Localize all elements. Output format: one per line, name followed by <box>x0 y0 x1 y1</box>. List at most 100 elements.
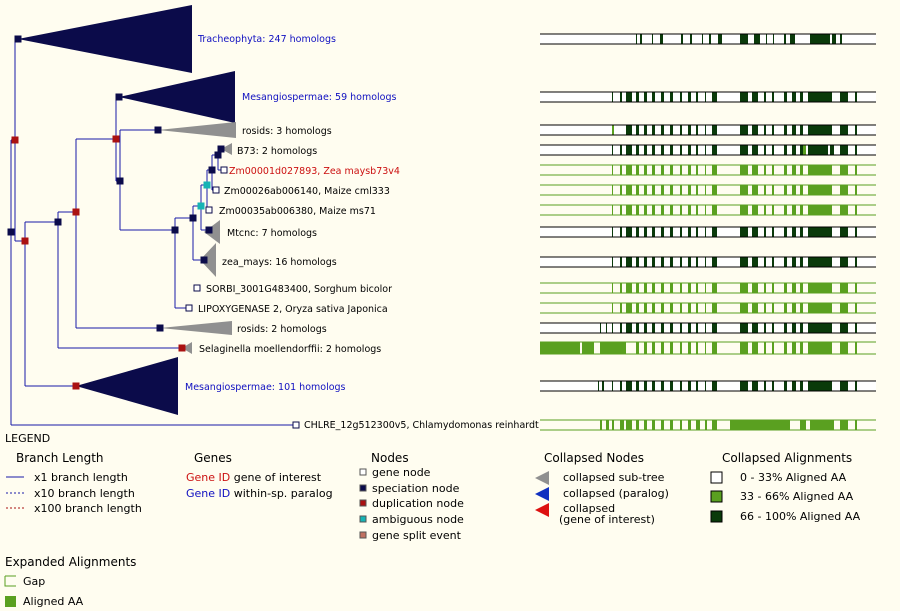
alignment-aligned <box>626 420 632 430</box>
leaf-label: Mesangiospermae: 59 homologs <box>242 92 397 103</box>
alignment-bg <box>540 92 876 102</box>
alignment-aligned <box>772 283 774 293</box>
alignment-block <box>752 381 758 391</box>
leaf-label: SORBI_3001G483400, Sorghum bicolor <box>206 284 392 295</box>
alignment-row <box>540 164 876 176</box>
alignment-aligned <box>636 165 639 175</box>
alignment-block <box>808 92 832 102</box>
alignment-block <box>772 125 774 135</box>
alignment-aligned <box>612 420 614 430</box>
alignment-aligned <box>800 185 803 195</box>
alignment-aligned <box>652 185 655 195</box>
expanded-aligned-swatch <box>5 596 16 607</box>
alignment-block <box>612 227 613 237</box>
alignment-block <box>840 227 848 237</box>
alignment-block <box>640 34 642 44</box>
alignment-block <box>752 125 758 135</box>
alignment-aligned <box>705 185 706 195</box>
alignment-block <box>636 323 639 333</box>
alignment-row <box>540 322 876 334</box>
alignment-block <box>644 323 647 333</box>
alignment-aligned <box>840 342 848 354</box>
alignment-aligned <box>730 420 790 430</box>
tree-nodes <box>7 35 300 429</box>
collapsed-node-legend-icon <box>535 487 549 501</box>
alignment-block <box>800 145 803 155</box>
alignment-row <box>540 184 876 196</box>
alignment-block <box>626 125 632 135</box>
alignment-block <box>840 92 848 102</box>
alignment-aligned <box>855 165 857 175</box>
gene-of-interest-row: Gene ID gene of interest <box>186 471 321 484</box>
ambiguous-node <box>203 181 211 189</box>
collapsed-subtree-b73 <box>221 143 232 155</box>
alignment-aligned <box>792 283 796 293</box>
alignment-block <box>660 34 663 44</box>
alignment-aligned <box>784 283 787 293</box>
alignment-block <box>644 227 647 237</box>
alignment-aligned <box>855 185 857 195</box>
alignment-block <box>598 381 599 391</box>
alignment-block <box>792 381 796 391</box>
alignment-block <box>652 323 655 333</box>
alignment-aligned <box>696 165 698 175</box>
alignment-block <box>784 323 787 333</box>
alignment-block <box>752 257 758 267</box>
alignment-block <box>840 381 848 391</box>
alignment-block <box>696 125 698 135</box>
alignment-block <box>705 92 706 102</box>
alignment-aligned <box>752 303 758 313</box>
alignment-aligned <box>784 165 787 175</box>
speciation-node <box>154 126 162 134</box>
alignment-aligned <box>626 303 632 313</box>
alignment-aligned <box>792 165 796 175</box>
alignment-block <box>696 227 698 237</box>
alignment-aligned <box>712 185 717 195</box>
alignment-aligned <box>688 342 691 354</box>
alignment-aligned <box>626 283 632 293</box>
alignment-block <box>626 323 632 333</box>
alignment-block <box>636 34 637 44</box>
alignment-row <box>540 204 876 216</box>
leaf-label: B73: 2 homologs <box>237 146 317 157</box>
alignment-block <box>764 125 766 135</box>
alignment-block <box>855 125 857 135</box>
alignment-block <box>680 323 682 333</box>
alignment-block <box>855 145 857 155</box>
alignment-aligned <box>800 420 806 430</box>
alignment-aligned <box>670 185 673 195</box>
alignment-block <box>808 145 828 155</box>
alignment-row <box>540 33 876 45</box>
alignment-aligned <box>670 165 673 175</box>
alignment-block <box>772 227 774 237</box>
alignment-block <box>752 92 758 102</box>
alignment-block <box>620 145 622 155</box>
alignment-block <box>661 145 664 155</box>
node-legend-swatch <box>359 484 367 492</box>
alignment-block <box>840 34 842 44</box>
alignment-bg <box>540 381 876 391</box>
alignment-aligned <box>670 205 673 215</box>
alignment-block <box>661 227 664 237</box>
alignment-aligned <box>688 205 691 215</box>
alignment-block <box>792 227 796 237</box>
speciation-node <box>205 226 213 234</box>
alignment-block <box>636 92 639 102</box>
alignment-aligned <box>620 205 622 215</box>
alignment-aligned <box>620 303 622 313</box>
alignment-mid <box>612 125 614 135</box>
alignment-aligned <box>792 205 796 215</box>
alignment-aligned <box>688 283 691 293</box>
alignment-aligned <box>636 185 639 195</box>
alignment-block <box>606 323 607 333</box>
alignment-aligned <box>670 303 673 313</box>
alignment-aligned <box>840 283 848 293</box>
alignment-block <box>840 323 848 333</box>
collapsed-subtree-mesangiospermae-59 <box>119 71 235 123</box>
alignment-bg <box>540 323 876 333</box>
node-legend-swatch <box>359 468 367 476</box>
alignment-aligned <box>661 342 664 354</box>
alignment-block <box>705 257 706 267</box>
alignment-aligned <box>670 420 673 430</box>
